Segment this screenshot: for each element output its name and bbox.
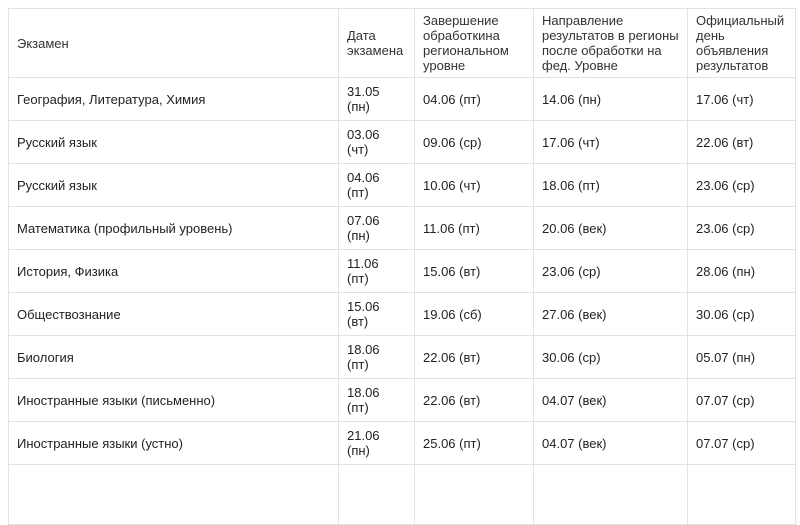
cell-send-to-regions-empty xyxy=(533,464,688,525)
cell-official-announcement: 17.06 (чт) xyxy=(687,77,796,121)
cell-exam-date: 21.06 (пн) xyxy=(338,421,415,465)
cell-exam: Обществознание xyxy=(8,292,339,336)
cell-exam-date: 07.06 (пн) xyxy=(338,206,415,250)
cell-regional-processing-end-empty xyxy=(414,464,534,525)
cell-exam-date: 18.06 (пт) xyxy=(338,335,415,379)
column-header-send-to-regions: Направление результатов в регионы после … xyxy=(533,8,688,78)
cell-send-to-regions: 17.06 (чт) xyxy=(533,120,688,164)
table-row: Математика (профильный уровень) 07.06 (пн… xyxy=(8,206,796,250)
cell-exam-date: 03.06 (чт) xyxy=(338,120,415,164)
cell-send-to-regions: 18.06 (пт) xyxy=(533,163,688,207)
table-row: География, Литература, Химия 31.05 (пн) 04… xyxy=(8,77,796,121)
table-row: Иностранные языки (устно) 21.06 (пн) 25.06… xyxy=(8,421,796,465)
column-header-exam-date: Дата экзамена xyxy=(338,8,415,78)
table-header: Экзамен Дата экзамена Завершение обработ… xyxy=(8,8,796,78)
cell-exam: Русский язык xyxy=(8,120,339,164)
cell-send-to-regions: 04.07 (век) xyxy=(533,378,688,422)
cell-exam-date-empty xyxy=(338,464,415,525)
table-row-partial xyxy=(8,464,796,525)
cell-exam: Математика (профильный уровень) xyxy=(8,206,339,250)
table-row: Биология 18.06 (пт) 22.06 (вт) 30.06 (ср) 05… xyxy=(8,335,796,379)
cell-official-announcement: 23.06 (ср) xyxy=(687,163,796,207)
cell-regional-processing-end: 09.06 (ср) xyxy=(414,120,534,164)
cell-send-to-regions: 23.06 (ср) xyxy=(533,249,688,293)
cell-official-announcement: 07.07 (ср) xyxy=(687,421,796,465)
table-row: Русский язык 03.06 (чт) 09.06 (ср) 17.06 (ч… xyxy=(8,120,796,164)
cell-exam: Иностранные языки (устно) xyxy=(8,421,339,465)
column-header-exam: Экзамен xyxy=(8,8,339,78)
cell-send-to-regions: 30.06 (ср) xyxy=(533,335,688,379)
cell-regional-processing-end: 10.06 (чт) xyxy=(414,163,534,207)
table-row: Русский язык 04.06 (пт) 10.06 (чт) 18.06 (п… xyxy=(8,163,796,207)
table-row: Обществознание 15.06 (вт) 19.06 (сб) 27.06 … xyxy=(8,292,796,336)
cell-official-announcement: 28.06 (пн) xyxy=(687,249,796,293)
table-body: География, Литература, Химия 31.05 (пн) 04… xyxy=(8,77,796,525)
cell-official-announcement: 23.06 (ср) xyxy=(687,206,796,250)
cell-send-to-regions: 27.06 (век) xyxy=(533,292,688,336)
header-row: Экзамен Дата экзамена Завершение обработ… xyxy=(8,8,796,78)
cell-regional-processing-end: 25.06 (пт) xyxy=(414,421,534,465)
page: { "colors": { "border": "#e2e2e2", "head… xyxy=(8,8,796,525)
cell-regional-processing-end: 11.06 (пт) xyxy=(414,206,534,250)
cell-regional-processing-end: 15.06 (вт) xyxy=(414,249,534,293)
cell-exam: География, Литература, Химия xyxy=(8,77,339,121)
cell-send-to-regions: 04.07 (век) xyxy=(533,421,688,465)
exam-schedule-table: Экзамен Дата экзамена Завершение обработ… xyxy=(8,8,796,525)
cell-exam-date: 15.06 (вт) xyxy=(338,292,415,336)
cell-exam-empty xyxy=(8,464,339,525)
cell-regional-processing-end: 19.06 (сб) xyxy=(414,292,534,336)
cell-exam-date: 18.06 (пт) xyxy=(338,378,415,422)
cell-official-announcement: 30.06 (ср) xyxy=(687,292,796,336)
cell-official-announcement: 07.07 (ср) xyxy=(687,378,796,422)
cell-exam-date: 31.05 (пн) xyxy=(338,77,415,121)
cell-regional-processing-end: 04.06 (пт) xyxy=(414,77,534,121)
cell-official-announcement: 05.07 (пн) xyxy=(687,335,796,379)
column-header-regional-processing-end: Завершение обработкина региональном уров… xyxy=(414,8,534,78)
cell-send-to-regions: 14.06 (пн) xyxy=(533,77,688,121)
cell-exam-date: 04.06 (пт) xyxy=(338,163,415,207)
cell-official-announcement-empty xyxy=(687,464,796,525)
cell-exam: История, Физика xyxy=(8,249,339,293)
table-row: История, Физика 11.06 (пт) 15.06 (вт) 23.06… xyxy=(8,249,796,293)
table-row: Иностранные языки (письменно) 18.06 (пт) 2… xyxy=(8,378,796,422)
cell-regional-processing-end: 22.06 (вт) xyxy=(414,378,534,422)
cell-exam: Русский язык xyxy=(8,163,339,207)
cell-exam: Биология xyxy=(8,335,339,379)
cell-exam-date: 11.06 (пт) xyxy=(338,249,415,293)
cell-send-to-regions: 20.06 (век) xyxy=(533,206,688,250)
cell-exam: Иностранные языки (письменно) xyxy=(8,378,339,422)
cell-official-announcement: 22.06 (вт) xyxy=(687,120,796,164)
cell-regional-processing-end: 22.06 (вт) xyxy=(414,335,534,379)
column-header-official-announcement: Официальный день объявления результатов xyxy=(687,8,796,78)
